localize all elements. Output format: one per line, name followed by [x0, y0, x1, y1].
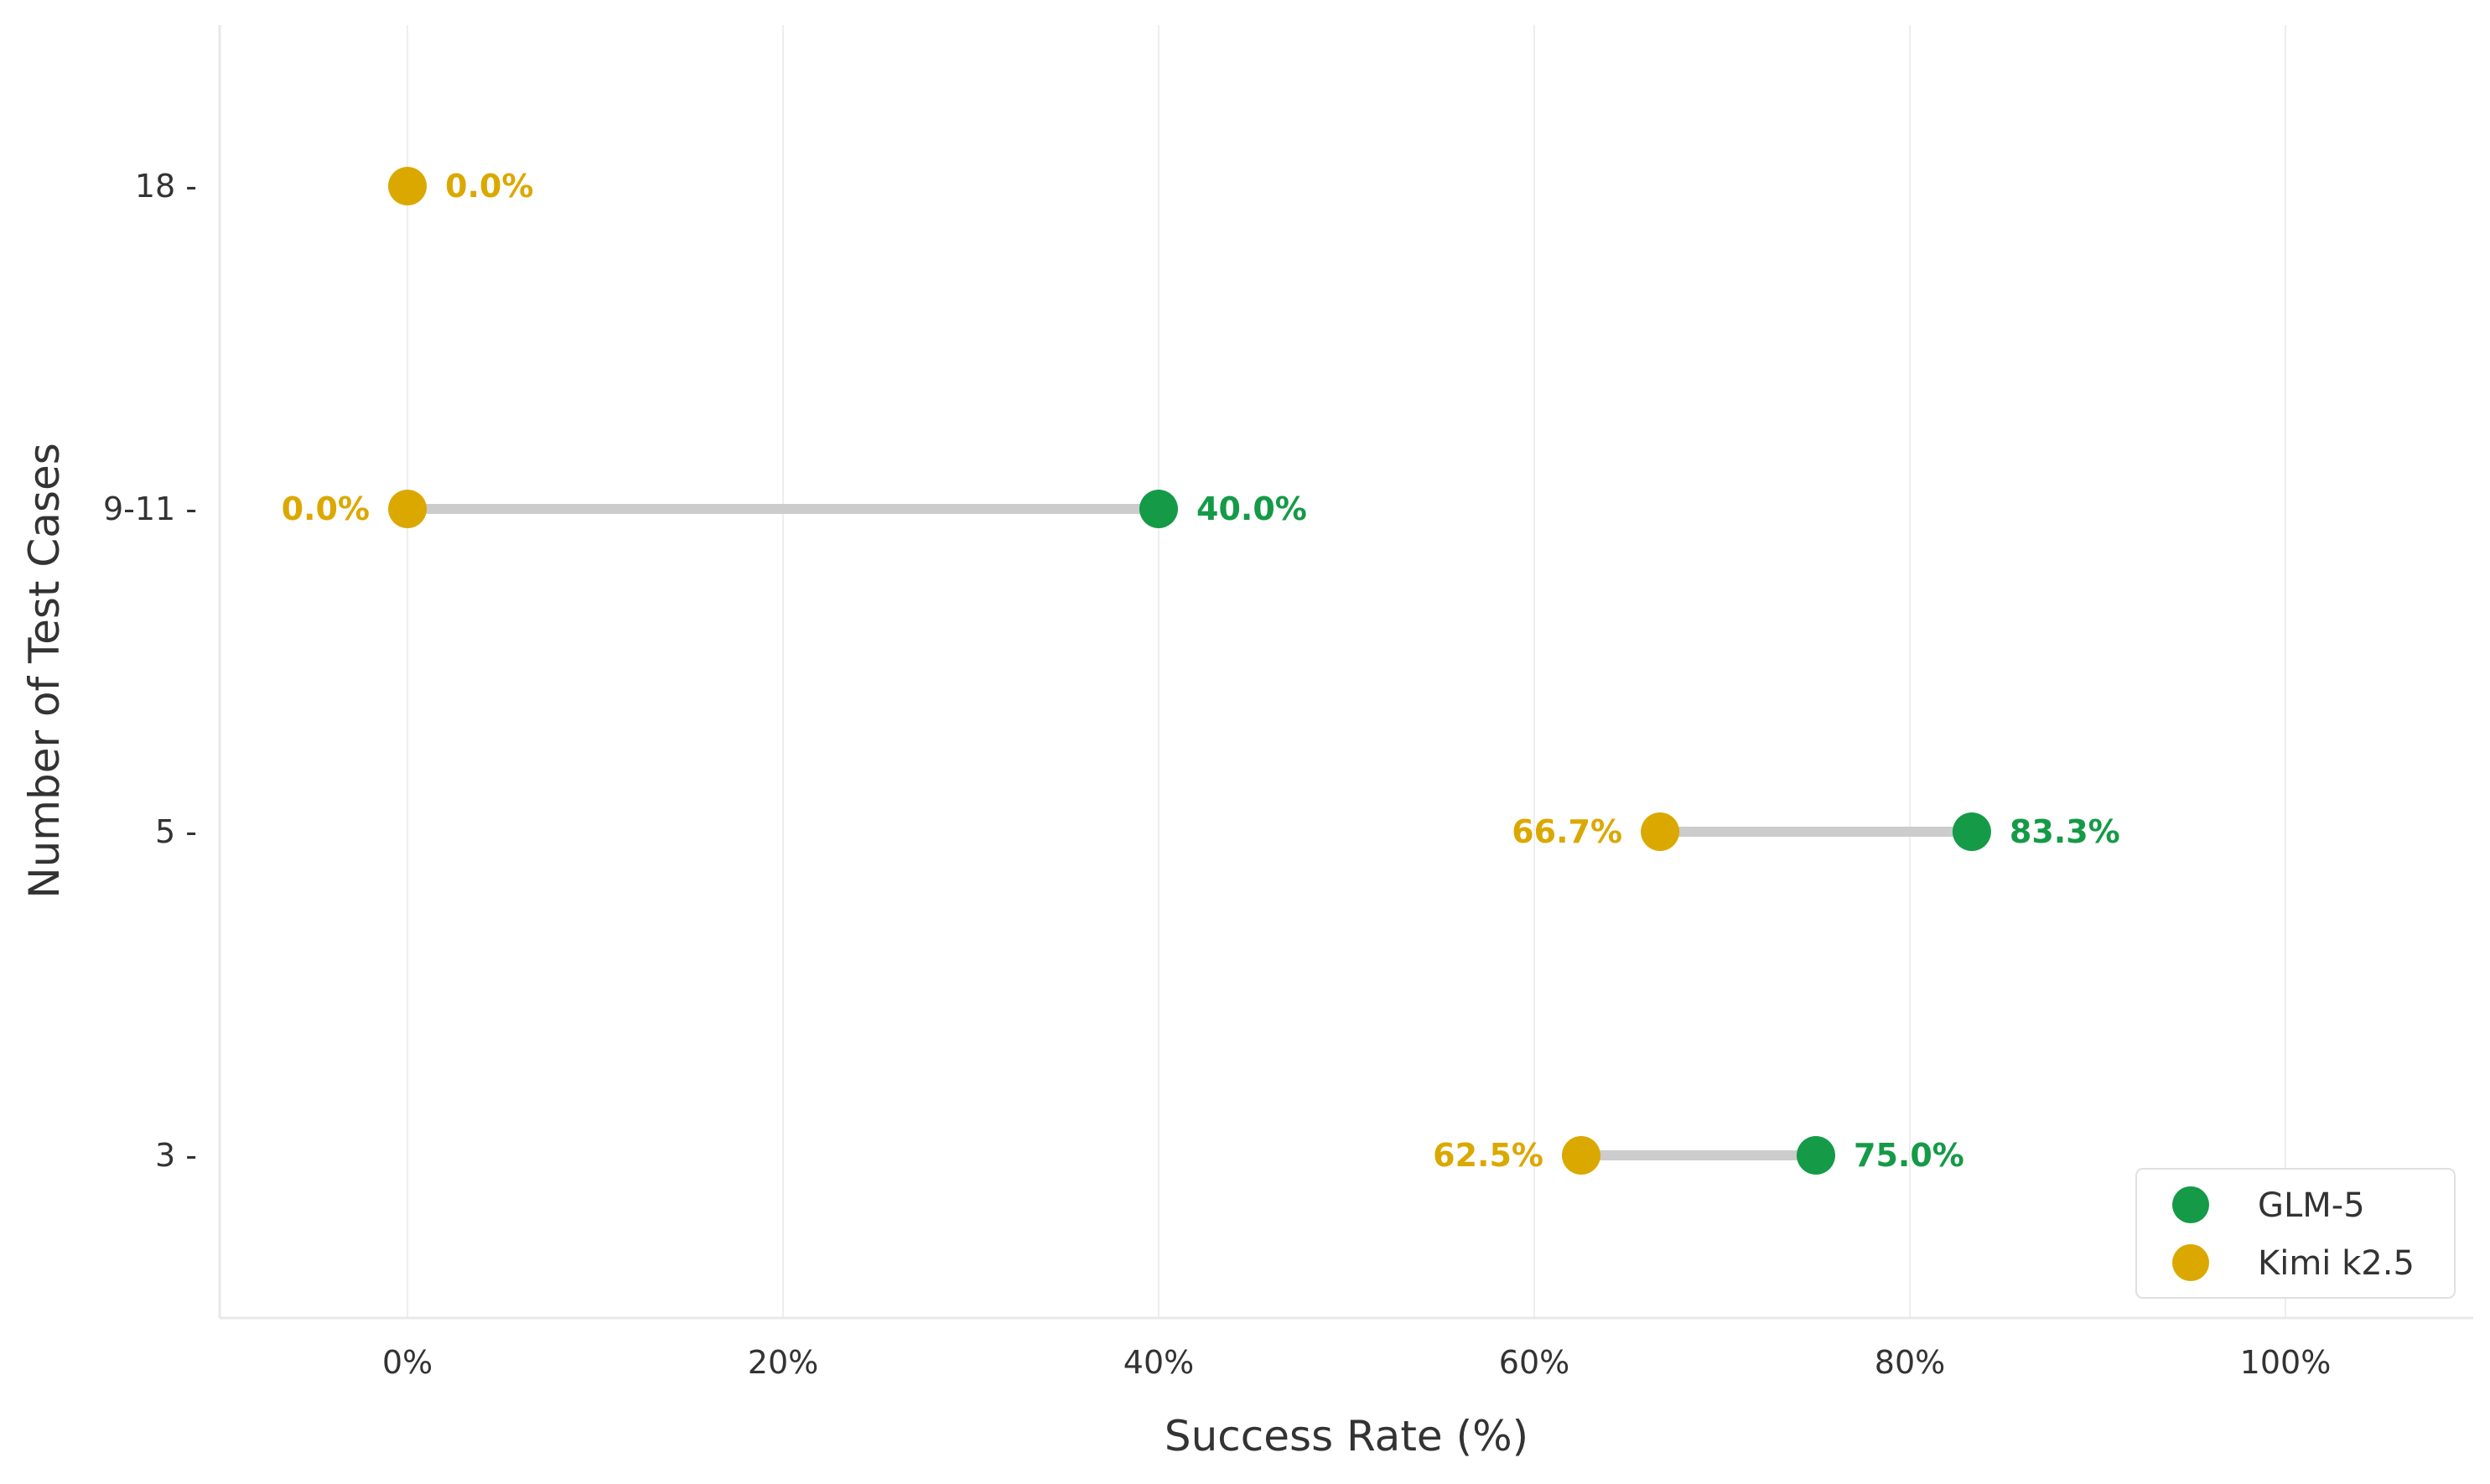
point-glm5-5 [1952, 812, 1991, 851]
x-tick-label: 80% [1875, 1344, 1945, 1381]
point-glm5-9-11 [1139, 490, 1178, 528]
y-tick-labels: 18 - 9-11 - 5 - 3 - [103, 168, 197, 1174]
point-kimi-9-11 [388, 490, 427, 528]
gridlines [407, 25, 2286, 1318]
legend: GLM-5 Kimi k2.5 [2135, 1168, 2456, 1299]
y-tick-label: 9-11 - [103, 490, 197, 527]
y-tick-label: 3 - [155, 1137, 197, 1174]
data-label-glm5-9-11: 40.0% [1196, 490, 1307, 527]
data-label-glm5-3: 75.0% [1854, 1137, 1964, 1174]
x-tick-label: 100% [2240, 1344, 2332, 1381]
x-tick-label: 60% [1499, 1344, 1569, 1381]
x-axis-title: Success Rate (%) [1165, 1412, 1528, 1461]
legend-label-glm5: GLM-5 [2258, 1186, 2365, 1225]
data-label-glm5-5: 83.3% [2010, 813, 2120, 850]
y-axis-title: Number of Test Cases [20, 443, 69, 899]
data-labels: 0.0% 40.0% 0.0% 83.3% 66.7% 75.0% 62.5% [282, 168, 2120, 1174]
data-label-kimi-5: 66.7% [1512, 813, 1622, 850]
legend-label-kimi: Kimi k2.5 [2258, 1244, 2415, 1283]
point-kimi-18 [388, 167, 427, 205]
y-tick-label: 18 - [135, 168, 197, 205]
data-label-kimi-18: 0.0% [445, 168, 533, 205]
x-tick-label: 20% [748, 1344, 818, 1381]
axes [218, 25, 2473, 1320]
legend-box [2135, 1168, 2456, 1299]
data-label-kimi-3: 62.5% [1433, 1137, 1543, 1174]
legend-marker-kimi [2172, 1244, 2209, 1281]
legend-marker-glm5 [2172, 1186, 2209, 1223]
point-kimi-3 [1562, 1136, 1600, 1175]
x-tick-label: 40% [1123, 1344, 1194, 1381]
point-glm5-3 [1797, 1136, 1835, 1175]
y-tick-label: 5 - [155, 813, 197, 850]
data-points [388, 167, 1991, 1175]
x-tick-labels: 0% 20% 40% 60% 80% 100% [382, 1344, 2331, 1381]
data-label-kimi-9-11: 0.0% [282, 490, 370, 527]
x-tick-label: 0% [382, 1344, 433, 1381]
point-kimi-5 [1641, 812, 1680, 851]
connectors [407, 504, 1972, 1160]
